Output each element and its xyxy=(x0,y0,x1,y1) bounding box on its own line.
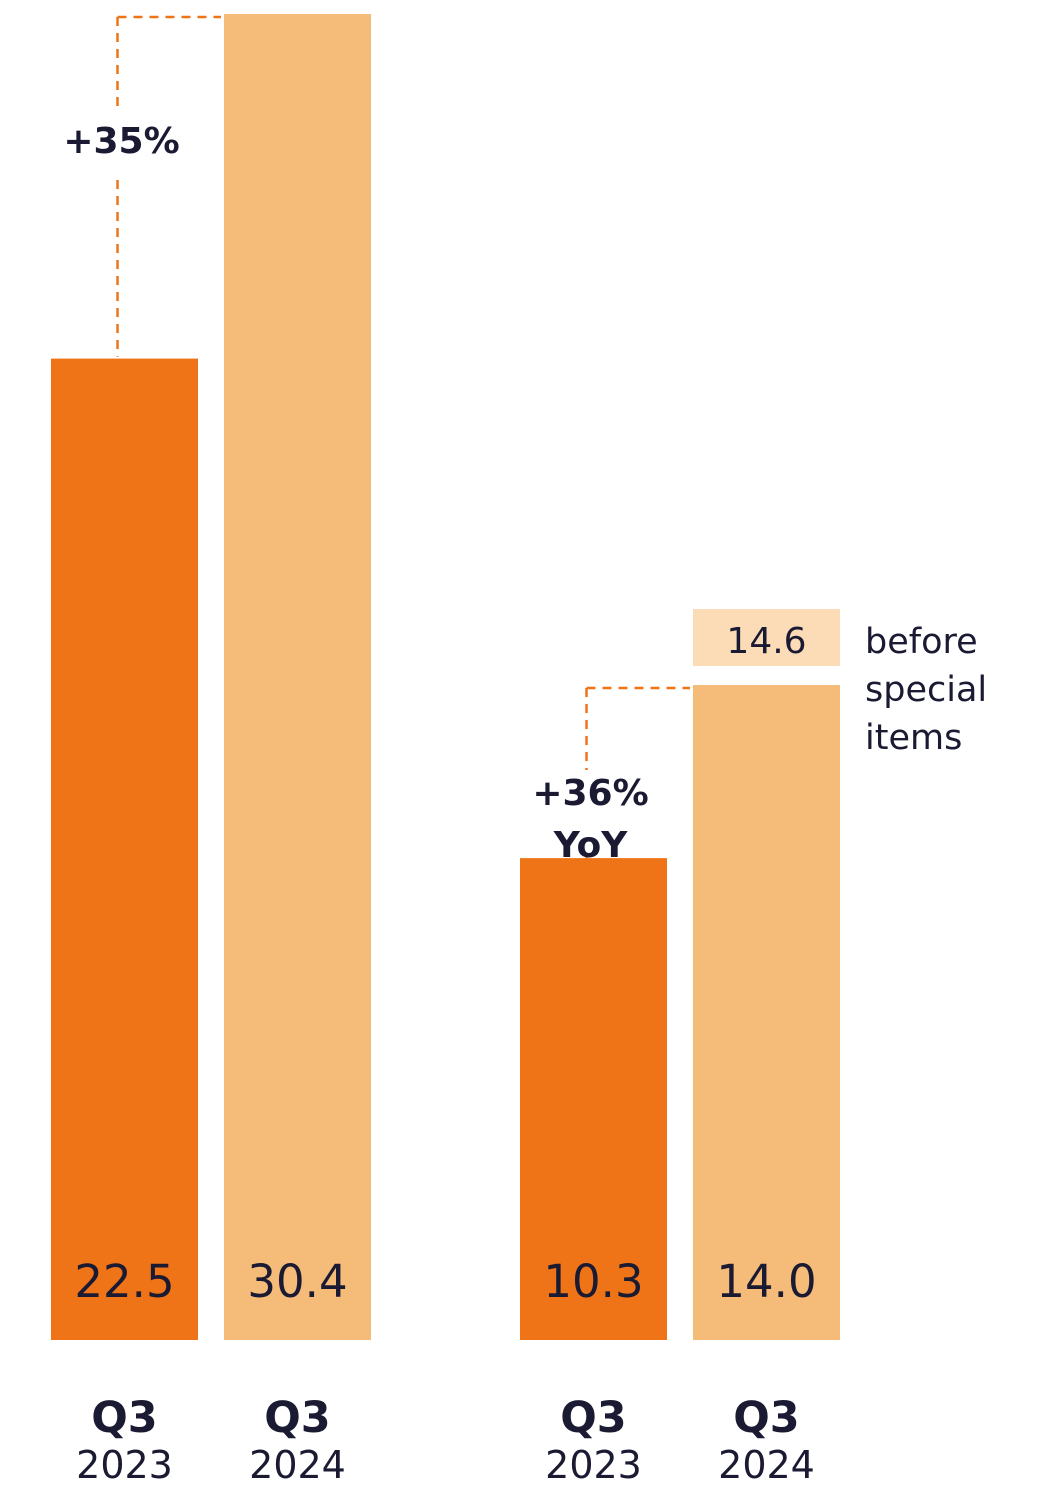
bar-q3-2023 xyxy=(520,858,667,1340)
change-label: YoY xyxy=(553,825,628,866)
x-tick-year: 2024 xyxy=(718,1443,815,1484)
x-tick-year: 2024 xyxy=(249,1443,346,1484)
x-tick-quarter: Q3 xyxy=(733,1393,799,1443)
bar-q3-2024 xyxy=(693,685,840,1340)
change-label: +35% xyxy=(63,121,179,162)
x-tick-year: 2023 xyxy=(545,1443,642,1484)
extra-note-label: items xyxy=(865,718,962,758)
bar-value-label: 30.4 xyxy=(247,1255,347,1308)
extra-note-label: special xyxy=(865,670,987,710)
bar-q3-2024 xyxy=(224,14,371,1340)
bar-q3-2023 xyxy=(51,358,198,1340)
x-tick-quarter: Q3 xyxy=(264,1393,330,1443)
bar-before-special-items xyxy=(693,609,840,666)
change-label: +36% xyxy=(532,773,648,814)
extra-note-label: before xyxy=(865,622,978,662)
bar-value-label: 10.3 xyxy=(543,1255,643,1308)
x-tick-quarter: Q3 xyxy=(560,1393,626,1443)
extra-value-label: 14.6 xyxy=(726,621,806,662)
bar-value-label: 14.0 xyxy=(716,1255,816,1308)
x-tick-year: 2023 xyxy=(76,1443,173,1484)
x-tick-quarter: Q3 xyxy=(91,1393,157,1443)
bar-value-label: 22.5 xyxy=(74,1255,174,1308)
